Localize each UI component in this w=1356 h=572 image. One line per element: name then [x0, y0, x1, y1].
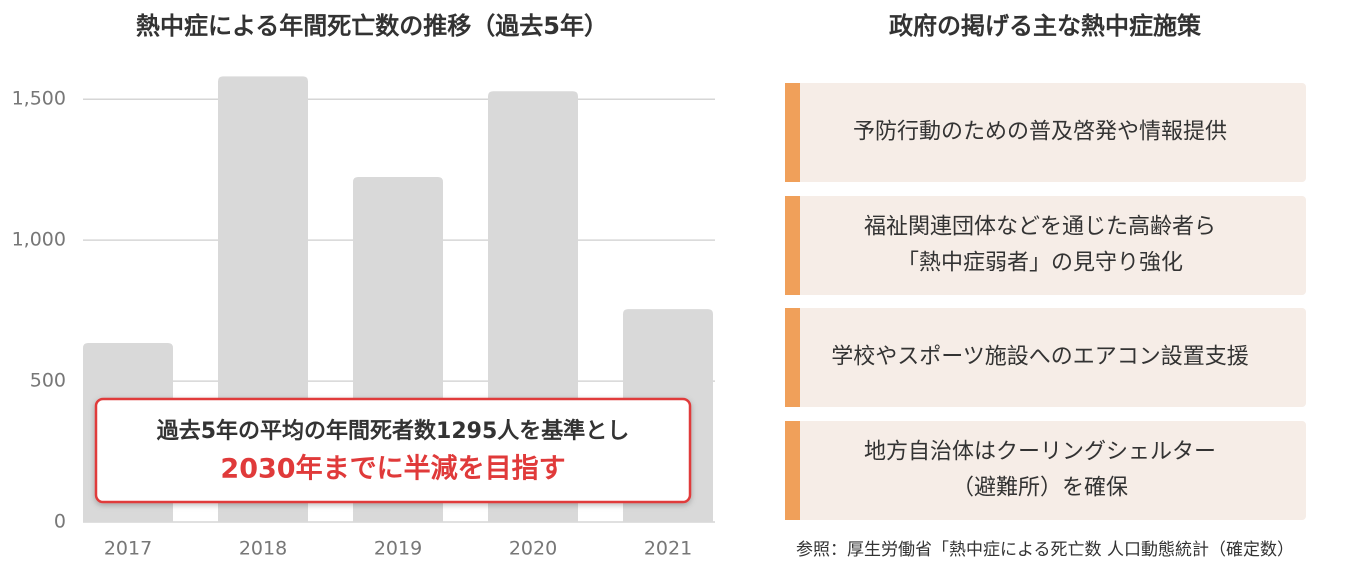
callout-text: 過去5年の平均の年間死者数1295人を基準とし — [157, 418, 630, 444]
measure-text: 学校やスポーツ施設へのエアコン設置支援 — [831, 345, 1249, 370]
measure-text: 予防行動のための普及啓発や情報提供 — [853, 120, 1227, 145]
x-tick-label: 2017 — [104, 538, 152, 560]
chart-title: 熱中症による年間死亡数の推移（過去5年） — [136, 12, 608, 40]
source: 参照：厚生労働省「熱中症による死亡数 人口動態統計（確定数） — [796, 540, 1294, 560]
x-tick-label: 2020 — [509, 538, 557, 560]
measure-text: 地方自治体はクーリングシェルター — [864, 440, 1216, 465]
measure-accent — [785, 421, 800, 520]
measure-accent — [785, 83, 800, 182]
y-tick-label: 0 — [54, 511, 66, 533]
measure-text: 「熱中症弱者」の見守り強化 — [897, 251, 1183, 276]
measure-card — [785, 196, 1306, 295]
y-tick-label: 1,000 — [12, 229, 66, 251]
measure-accent — [785, 308, 800, 407]
callout: 過去5年の平均の年間死者数1295人を基準とし 2030年までに半減を目指す — [94, 397, 692, 504]
measure-card — [785, 421, 1306, 520]
callout-box — [94, 397, 692, 504]
measure-text: 福祉関連団体などを通じた高齢者ら — [864, 215, 1216, 240]
measure-text: （避難所）を確保 — [952, 476, 1128, 501]
measure-card — [785, 83, 1306, 182]
x-tick-label: 2021 — [644, 538, 692, 560]
measures: 政府の掲げる主な熱中症施策 予防行動のための普及啓発や情報提供福祉関連団体などを… — [785, 12, 1306, 520]
x-tick-label: 2019 — [374, 538, 422, 560]
measure-accent — [785, 196, 800, 295]
x-tick-label: 2018 — [239, 538, 287, 560]
y-tick-label: 1,500 — [12, 88, 66, 110]
y-tick-label: 500 — [30, 370, 66, 392]
measure-card — [785, 308, 1306, 407]
measures-title: 政府の掲げる主な熱中症施策 — [889, 12, 1202, 40]
callout-highlight: 2030年までに半減を目指す — [220, 453, 565, 485]
